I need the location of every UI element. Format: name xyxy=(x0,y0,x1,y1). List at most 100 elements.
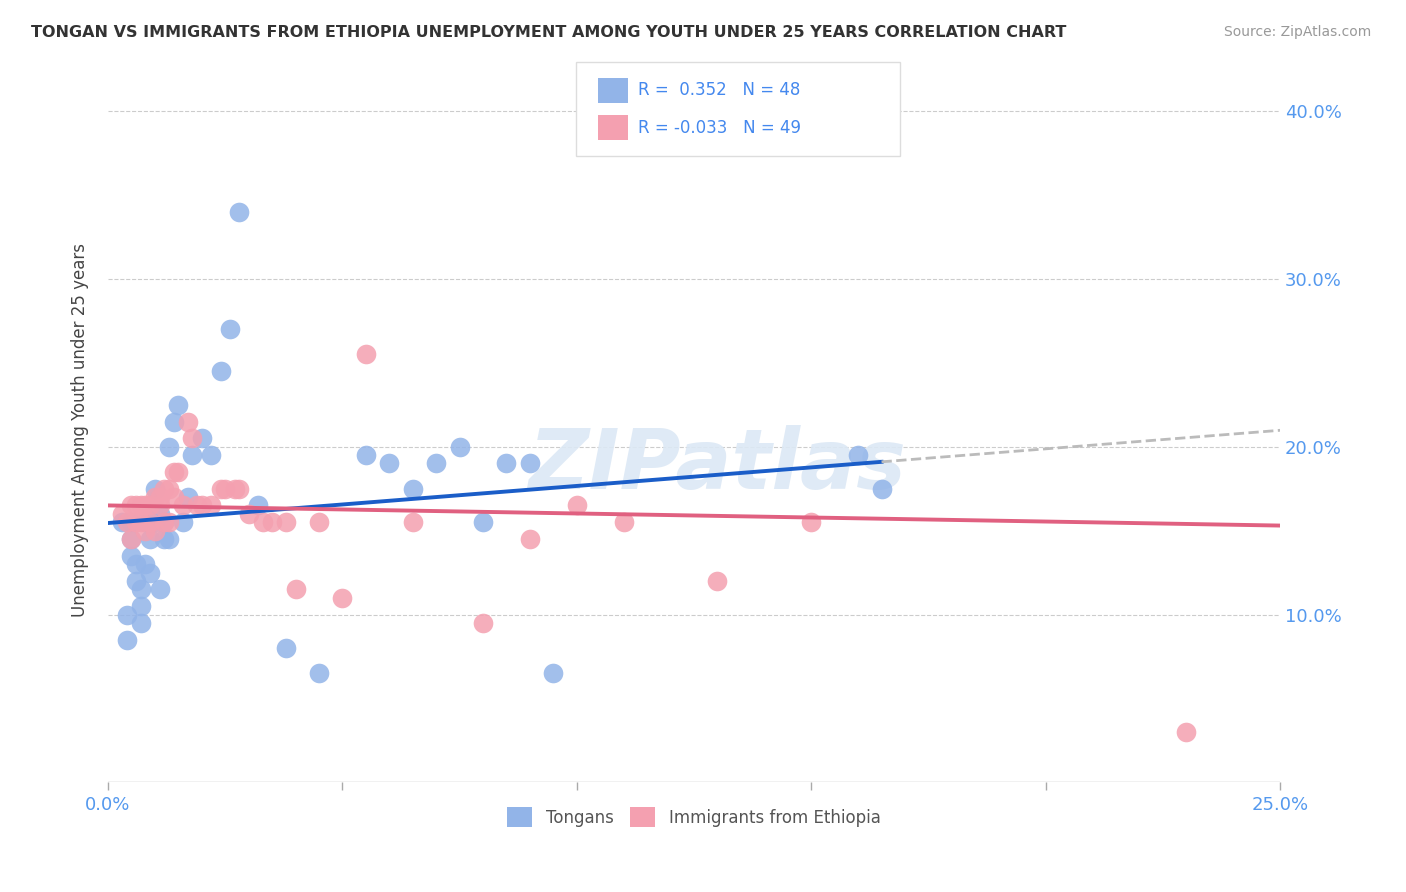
Point xyxy=(139,532,162,546)
Point xyxy=(224,482,246,496)
Point xyxy=(162,465,184,479)
Point xyxy=(190,499,212,513)
Point xyxy=(172,499,194,513)
Point xyxy=(115,607,138,622)
Point xyxy=(148,507,170,521)
Text: R = -0.033   N = 49: R = -0.033 N = 49 xyxy=(638,119,801,136)
Point xyxy=(148,499,170,513)
Point xyxy=(162,415,184,429)
Point xyxy=(153,515,176,529)
Point xyxy=(378,457,401,471)
Point xyxy=(209,364,232,378)
Point xyxy=(167,398,190,412)
Point xyxy=(186,499,208,513)
Point xyxy=(129,582,152,597)
Point xyxy=(125,515,148,529)
Point xyxy=(115,632,138,647)
Point xyxy=(139,515,162,529)
Text: Source: ZipAtlas.com: Source: ZipAtlas.com xyxy=(1223,25,1371,39)
Point xyxy=(153,482,176,496)
Point xyxy=(139,566,162,580)
Point xyxy=(228,204,250,219)
Point xyxy=(115,515,138,529)
Point xyxy=(125,557,148,571)
Point xyxy=(129,515,152,529)
Point xyxy=(706,574,728,588)
Point xyxy=(143,482,166,496)
Point xyxy=(111,515,134,529)
Point xyxy=(449,440,471,454)
Point xyxy=(332,591,354,605)
Point xyxy=(129,599,152,614)
Point xyxy=(134,499,156,513)
Point xyxy=(190,431,212,445)
Point xyxy=(176,415,198,429)
Point xyxy=(870,482,893,496)
Point xyxy=(181,448,204,462)
Point xyxy=(228,482,250,496)
Point xyxy=(143,524,166,538)
Point xyxy=(219,322,242,336)
Point xyxy=(120,499,142,513)
Point xyxy=(125,499,148,513)
Point xyxy=(176,490,198,504)
Point xyxy=(519,532,541,546)
Point xyxy=(167,465,190,479)
Point xyxy=(308,515,330,529)
Point xyxy=(162,490,184,504)
Point xyxy=(495,457,517,471)
Point xyxy=(120,515,142,529)
Point xyxy=(425,457,447,471)
Point xyxy=(354,448,377,462)
Point xyxy=(172,515,194,529)
Point xyxy=(238,507,260,521)
Point xyxy=(472,515,495,529)
Point xyxy=(472,615,495,630)
Point xyxy=(276,515,298,529)
Point xyxy=(111,507,134,521)
Point xyxy=(519,457,541,471)
Point xyxy=(157,515,180,529)
Point xyxy=(153,532,176,546)
Point xyxy=(543,666,565,681)
Point xyxy=(214,482,236,496)
Point xyxy=(139,499,162,513)
Point xyxy=(252,515,274,529)
Point xyxy=(120,549,142,563)
Point xyxy=(153,515,176,529)
Point xyxy=(139,507,162,521)
Point xyxy=(284,582,307,597)
Point xyxy=(134,515,156,529)
Point xyxy=(181,431,204,445)
Point xyxy=(143,490,166,504)
Point xyxy=(200,448,222,462)
Point xyxy=(120,532,142,546)
Point xyxy=(129,615,152,630)
Text: R =  0.352   N = 48: R = 0.352 N = 48 xyxy=(638,81,800,99)
Point xyxy=(148,582,170,597)
Point xyxy=(134,557,156,571)
Point xyxy=(125,574,148,588)
Point xyxy=(209,482,232,496)
Point xyxy=(613,515,636,529)
Text: ZIPatlas: ZIPatlas xyxy=(529,425,907,506)
Point xyxy=(402,515,425,529)
Point xyxy=(354,347,377,361)
Point xyxy=(276,641,298,656)
Point xyxy=(143,515,166,529)
Point xyxy=(157,482,180,496)
Point xyxy=(1175,725,1198,739)
Text: TONGAN VS IMMIGRANTS FROM ETHIOPIA UNEMPLOYMENT AMONG YOUTH UNDER 25 YEARS CORRE: TONGAN VS IMMIGRANTS FROM ETHIOPIA UNEMP… xyxy=(31,25,1066,40)
Point xyxy=(148,490,170,504)
Point xyxy=(247,499,270,513)
Point xyxy=(262,515,284,529)
Point xyxy=(402,482,425,496)
Point xyxy=(157,532,180,546)
Point xyxy=(308,666,330,681)
Point xyxy=(800,515,823,529)
Point xyxy=(120,532,142,546)
Point xyxy=(157,440,180,454)
Point xyxy=(565,499,588,513)
Point xyxy=(134,524,156,538)
Point xyxy=(129,499,152,513)
